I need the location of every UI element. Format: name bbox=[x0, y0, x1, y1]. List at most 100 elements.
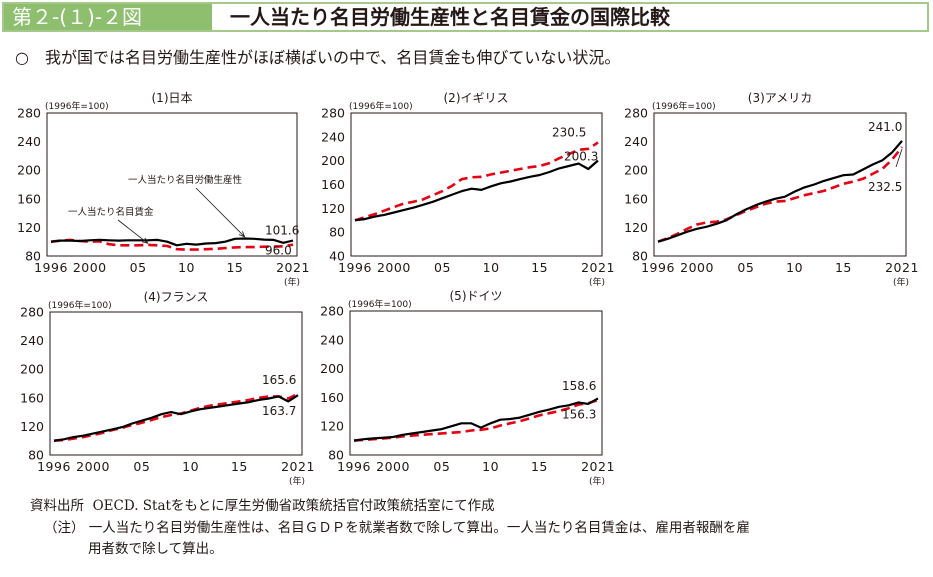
y-tick-label: 120 bbox=[624, 220, 648, 235]
y-tick-label: 280 bbox=[321, 106, 345, 121]
chart-title: (5)ドイツ bbox=[450, 289, 503, 303]
y-tick-label: 280 bbox=[17, 106, 41, 121]
y-tick-label: 240 bbox=[17, 134, 41, 149]
x-tick-label: 05 bbox=[434, 260, 451, 275]
x-tick-label: 15 bbox=[531, 459, 548, 474]
x-tick-label: 05 bbox=[133, 459, 150, 474]
note-line-2: 用者数で除して算出。 bbox=[88, 539, 223, 559]
unit-label: (1996年=100) bbox=[652, 100, 716, 112]
unit-label: (1996年=100) bbox=[48, 299, 112, 311]
y-tick-label: 280 bbox=[20, 305, 44, 320]
annotation-arrow bbox=[117, 219, 149, 244]
plot-frame bbox=[349, 310, 603, 456]
x-tick-label: 10 bbox=[483, 260, 500, 275]
series-line-productivity bbox=[657, 140, 903, 243]
x-tick-label: 10 bbox=[178, 260, 195, 275]
y-tick-label: 160 bbox=[320, 390, 344, 405]
y-tick-label: 120 bbox=[320, 419, 344, 434]
x-tick-label: 15 bbox=[231, 459, 248, 474]
end-value-label: 96.0 bbox=[265, 244, 292, 258]
x-tick-label: 2000 bbox=[73, 260, 107, 275]
bullet-circle-icon: ○ bbox=[15, 48, 29, 67]
x-tick-label: 15 bbox=[835, 260, 852, 275]
y-tick-label: 160 bbox=[20, 390, 44, 405]
x-tick-label: 10 bbox=[786, 260, 803, 275]
end-value-label: 101.6 bbox=[265, 224, 299, 238]
x-tick-label: 2021 bbox=[581, 260, 615, 275]
x-tick-label: 2000 bbox=[377, 260, 411, 275]
annotation-arrow bbox=[195, 187, 245, 238]
y-tick-label: 160 bbox=[624, 191, 648, 206]
x-axis-unit: (年) bbox=[589, 475, 605, 487]
x-tick-label: 2021 bbox=[885, 260, 919, 275]
y-tick-label: 200 bbox=[321, 153, 345, 168]
x-tick-label: 2000 bbox=[376, 459, 410, 474]
x-tick-label: 1996 bbox=[37, 459, 71, 474]
x-tick-label: 1996 bbox=[337, 459, 371, 474]
x-tick-label: 10 bbox=[482, 459, 499, 474]
y-tick-label: 40 bbox=[329, 249, 345, 264]
plot-frame bbox=[46, 112, 298, 257]
x-tick-label: 05 bbox=[433, 459, 450, 474]
y-tick-label: 160 bbox=[321, 177, 345, 192]
y-tick-label: 200 bbox=[320, 361, 344, 376]
annotation-arrow bbox=[895, 148, 903, 168]
y-tick-label: 240 bbox=[20, 333, 44, 348]
arrowhead-icon bbox=[238, 231, 246, 238]
y-tick-label: 200 bbox=[20, 362, 44, 377]
y-tick-label: 280 bbox=[320, 304, 344, 319]
y-tick-label: 120 bbox=[321, 201, 345, 216]
y-tick-label: 80 bbox=[632, 249, 648, 264]
y-tick-label: 120 bbox=[17, 220, 41, 235]
x-axis-unit: (年) bbox=[589, 276, 605, 288]
series-line-wage bbox=[657, 146, 904, 243]
series-line-productivity bbox=[353, 397, 599, 442]
y-tick-label: 240 bbox=[624, 134, 648, 149]
x-tick-label: 1996 bbox=[338, 260, 372, 275]
end-value-label: 165.6 bbox=[262, 373, 296, 387]
annotation-label: 一人当たり名目賃金 bbox=[68, 206, 154, 218]
y-tick-label: 200 bbox=[17, 163, 41, 178]
x-tick-label: 1996 bbox=[34, 260, 68, 275]
series-line-productivity bbox=[53, 394, 299, 442]
y-tick-label: 160 bbox=[17, 191, 41, 206]
end-value-label: 232.5 bbox=[868, 180, 902, 194]
plot-frame bbox=[653, 112, 907, 257]
chart-title: (3)アメリカ bbox=[748, 91, 812, 105]
end-value-label: 158.6 bbox=[562, 379, 596, 393]
x-tick-label: 2021 bbox=[581, 459, 615, 474]
x-tick-label: 10 bbox=[182, 459, 199, 474]
x-tick-label: 2000 bbox=[680, 260, 714, 275]
chart-panel-1: (1)日本 (1996年=100) 80 120 160 200 240 280 1996 200… bbox=[17, 91, 309, 288]
y-tick-label: 80 bbox=[328, 448, 344, 463]
series-line-productivity bbox=[354, 159, 599, 222]
unit-label: (1996年=100) bbox=[348, 298, 412, 310]
note-text-1: 一人当たり名目労働生産性は、名目ＧＤＰを就業者数で除して算出。一人当たり名目賃金… bbox=[88, 520, 750, 536]
note-line-1: （注） 一人当たり名目労働生産性は、名目ＧＤＰを就業者数で除して算出。一人当たり… bbox=[44, 518, 750, 538]
plot-frame bbox=[49, 311, 303, 456]
series-line-wage bbox=[50, 238, 294, 251]
figure-number: 第２-(１)-２図 bbox=[4, 4, 212, 30]
series-line-productivity bbox=[50, 237, 294, 247]
end-value-label: 241.0 bbox=[868, 120, 902, 134]
chart-title: (1)日本 bbox=[152, 91, 193, 105]
x-tick-label: 1996 bbox=[641, 260, 675, 275]
y-tick-label: 120 bbox=[20, 419, 44, 434]
series-line-wage bbox=[354, 141, 599, 222]
end-value-label: 200.3 bbox=[564, 149, 598, 163]
source-label: 資料出所 bbox=[30, 498, 84, 514]
x-tick-label: 05 bbox=[130, 260, 147, 275]
x-tick-label: 15 bbox=[531, 260, 548, 275]
x-tick-label: 2021 bbox=[281, 459, 315, 474]
chart-panel-3: (3)アメリカ (1996年=100) 80 120 160 200 240 280 1996 2… bbox=[624, 91, 919, 288]
end-value-label: 156.3 bbox=[562, 407, 596, 421]
figure-header: 第２-(１)-２図 一人当たり名目労働生産性と名目賃金の国際比較 bbox=[2, 2, 929, 32]
plot-frame bbox=[350, 112, 603, 257]
x-tick-label: 2000 bbox=[76, 459, 110, 474]
chart-title: (4)フランス bbox=[144, 290, 209, 304]
source-line: 資料出所 OECD. Statをもとに厚生労働省政策統括官付政策統括室にて作成 bbox=[30, 496, 495, 516]
y-tick-label: 240 bbox=[321, 129, 345, 144]
x-tick-label: 05 bbox=[737, 260, 754, 275]
end-value-label: 163.7 bbox=[262, 404, 296, 418]
